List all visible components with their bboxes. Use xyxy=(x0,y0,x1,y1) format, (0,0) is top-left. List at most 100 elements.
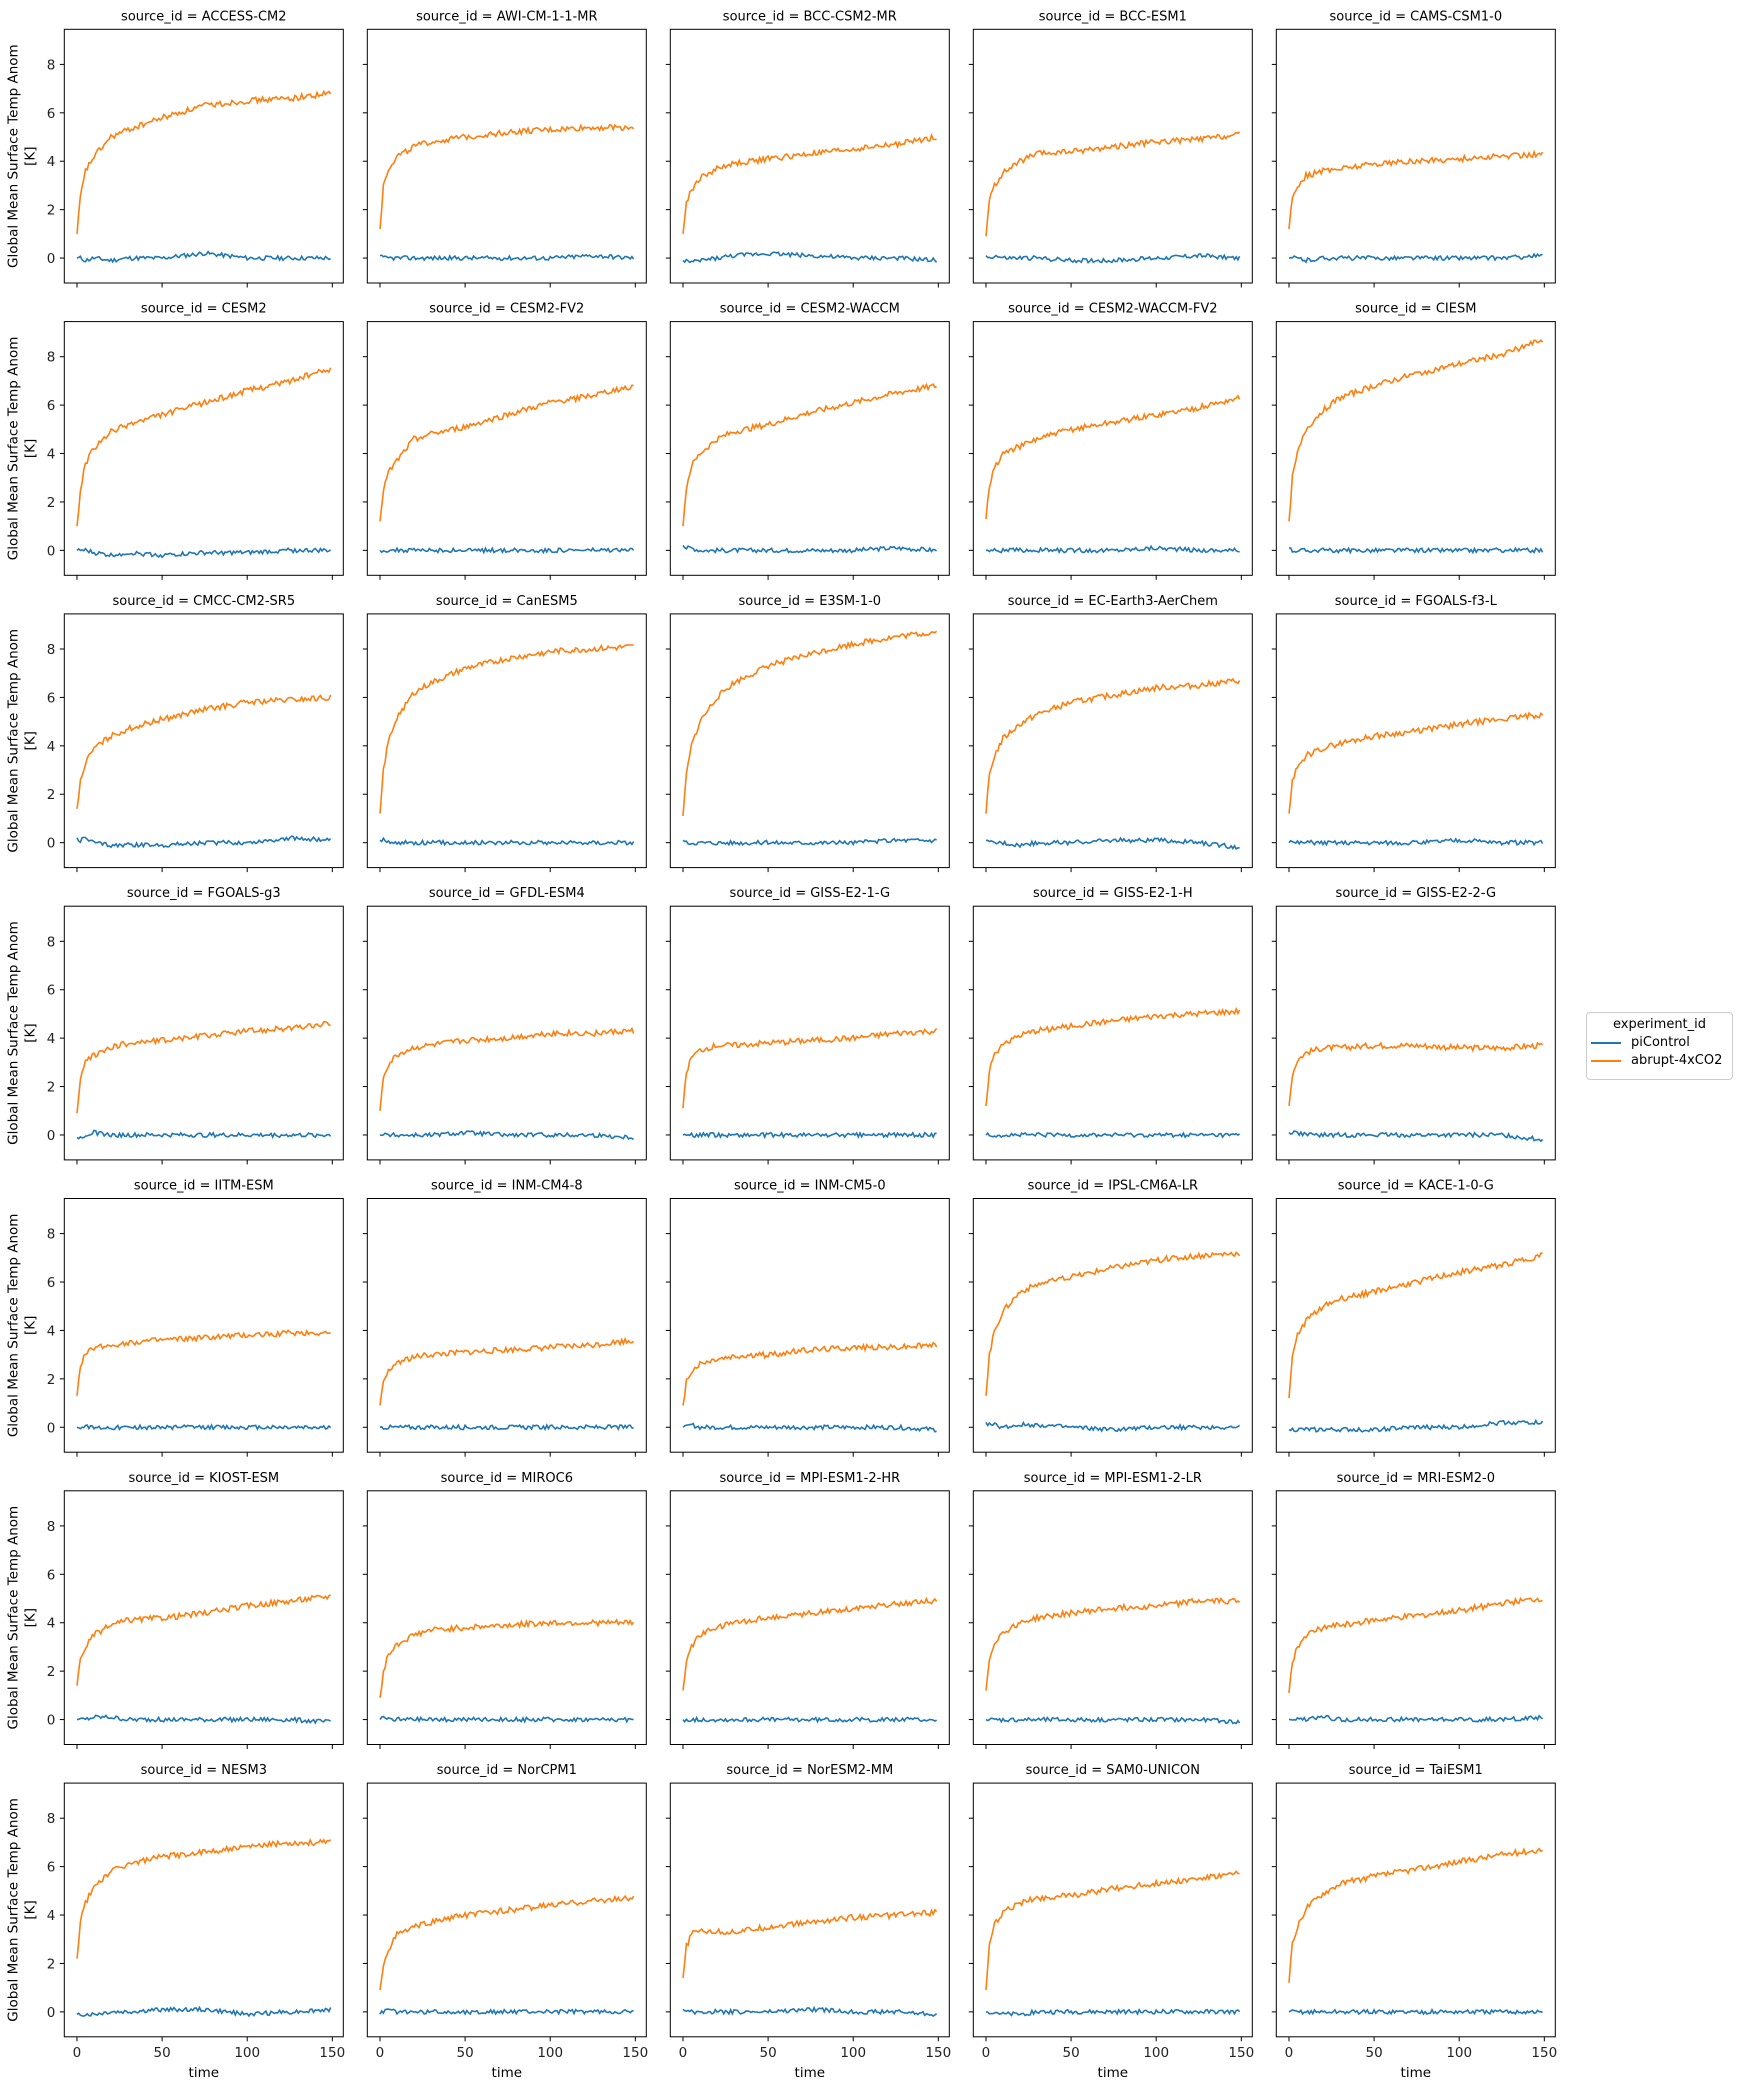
legend-item-picontrol: piControl xyxy=(1591,1035,1732,1050)
series-line-picontrol xyxy=(379,836,635,847)
panel-title: source_id = BCC-ESM1 xyxy=(1039,9,1187,24)
axes-frame xyxy=(972,1490,1253,1746)
series-line-abrupt-4xco2 xyxy=(379,1618,635,1698)
series-line-picontrol xyxy=(76,1423,332,1431)
panel-nesm3: source_id = NESM3 0 50 100 150 0 2 4 6 8 Global Me… xyxy=(5,1763,345,2081)
y-tick-label: 2 xyxy=(47,495,56,511)
series-line-abrupt-4xco2 xyxy=(1288,1596,1543,1693)
x-tick-label: 150 xyxy=(1531,2045,1557,2061)
y-tick-label: 8 xyxy=(47,1519,56,1535)
panel-title: source_id = GISS-E2-1-G xyxy=(730,886,890,901)
series-line-abrupt-4xco2 xyxy=(985,1596,1241,1691)
axes-frame xyxy=(972,321,1253,576)
y-tick-label: 6 xyxy=(47,690,56,706)
series-line-abrupt-4xco2 xyxy=(985,1251,1241,1396)
x-tick-label: 50 xyxy=(1366,2045,1383,2061)
panel-inm-cm4-8: source_id = INM-CM4-8 xyxy=(362,1179,647,1457)
panel-awi-cm-1-1-mr: source_id = AWI-CM-1-1-MR xyxy=(362,9,647,288)
y-axis-label-line: [K] xyxy=(22,1900,38,1919)
panel-inm-cm5-0: source_id = INM-CM5-0 xyxy=(665,1179,950,1457)
series-line-picontrol xyxy=(379,1130,635,1141)
series-line-abrupt-4xco2 xyxy=(1288,1252,1543,1399)
panel-title: source_id = CAMS-CSM1-0 xyxy=(1329,9,1502,24)
panel-taiesm1: source_id = TaiESM1 0 50 100 150 time xyxy=(1271,1763,1557,2081)
y-tick-label: 4 xyxy=(47,1323,56,1339)
y-tick-label: 0 xyxy=(47,1420,56,1436)
legend-item-abrupt-4xco2: abrupt-4xCO2 xyxy=(1591,1053,1732,1068)
legend-label-picontrol: piControl xyxy=(1631,1035,1690,1050)
axes-frame xyxy=(669,28,950,284)
x-tick-label: 150 xyxy=(925,2045,951,2061)
panel-title: source_id = CIESM xyxy=(1355,302,1476,317)
panel-fgoals-g3: source_id = FGOALS-g3 0 2 4 6 8 Global Mean Su… xyxy=(5,886,344,1165)
series-line-abrupt-4xco2 xyxy=(379,1336,635,1406)
panel-mpi-esm1-2-lr: source_id = MPI-ESM1-2-LR xyxy=(968,1471,1253,1749)
y-tick-label: 0 xyxy=(47,836,56,852)
y-tick-label: 2 xyxy=(47,1372,56,1388)
y-axis-label-line: [K] xyxy=(22,1316,38,1335)
x-axis-label: time xyxy=(1098,2065,1129,2081)
series-line-picontrol xyxy=(985,2007,1241,2017)
x-tick-label: 50 xyxy=(154,2045,171,2061)
series-line-picontrol xyxy=(379,1423,634,1432)
panel-title: source_id = CanESM5 xyxy=(436,594,578,609)
series-line-abrupt-4xco2 xyxy=(682,1596,938,1691)
y-tick-label: 8 xyxy=(47,934,56,950)
y-axis-label-line: Global Mean Surface Temp Anom xyxy=(5,629,21,853)
y-tick-label: 4 xyxy=(47,1031,56,1047)
series-line-picontrol xyxy=(682,1715,938,1724)
series-line-abrupt-4xco2 xyxy=(76,1594,332,1686)
axes-frame xyxy=(366,905,647,1161)
axes-frame xyxy=(366,613,647,869)
panel-title: source_id = GISS-E2-2-G xyxy=(1336,886,1496,901)
axes-frame xyxy=(63,1782,344,2038)
x-tick-label: 100 xyxy=(537,2045,563,2061)
axes-frame xyxy=(972,1198,1253,1453)
x-tick-label: 100 xyxy=(234,2045,260,2061)
series-line-abrupt-4xco2 xyxy=(682,1027,938,1109)
panel-title: source_id = IPSL-CM6A-LR xyxy=(1028,1179,1198,1194)
axes-frame xyxy=(1275,28,1556,284)
panel-cesm2-waccm: source_id = CESM2-WACCM xyxy=(665,302,950,580)
series-line-abrupt-4xco2 xyxy=(379,643,634,814)
y-tick-label: 6 xyxy=(47,983,56,999)
axes-frame xyxy=(1275,1490,1556,1746)
x-tick-label: 50 xyxy=(1063,2045,1080,2061)
x-tick-label: 150 xyxy=(319,2045,345,2061)
series-line-abrupt-4xco2 xyxy=(985,1870,1240,1991)
y-tick-label: 0 xyxy=(47,251,56,267)
series-line-picontrol xyxy=(682,544,938,554)
y-axis-label: Global Mean Surface Temp Anom[K] xyxy=(5,1214,38,1438)
y-axis-label-line: [K] xyxy=(22,1608,38,1627)
axes-frame xyxy=(366,321,647,576)
series-line-picontrol xyxy=(1289,1714,1544,1723)
y-tick-label: 4 xyxy=(47,1908,56,1924)
panel-cesm2-waccm-fv2: source_id = CESM2-WACCM-FV2 xyxy=(968,302,1253,580)
y-axis-label: Global Mean Surface Temp Anom[K] xyxy=(5,44,38,268)
y-tick-label: 6 xyxy=(47,1567,56,1583)
axes-frame xyxy=(972,613,1253,869)
axes-frame xyxy=(1275,1782,1556,2038)
y-axis-label: Global Mean Surface Temp Anom[K] xyxy=(5,337,38,561)
panel-title: source_id = GFDL-ESM4 xyxy=(429,886,585,901)
panel-title: source_id = INM-CM4-8 xyxy=(431,1179,583,1194)
y-axis-label-line: [K] xyxy=(22,731,38,750)
panel-title: source_id = CESM2-WACCM xyxy=(720,302,900,317)
axes-frame xyxy=(972,905,1253,1161)
panel-miroc6: source_id = MIROC6 xyxy=(362,1471,647,1749)
series-line-picontrol xyxy=(1288,2007,1543,2016)
panel-title: source_id = GISS-E2-1-H xyxy=(1033,886,1193,901)
panel-canesm5: source_id = CanESM5 xyxy=(362,594,647,873)
series-line-picontrol xyxy=(379,1715,634,1724)
y-tick-label: 8 xyxy=(47,1227,56,1243)
y-axis-label: Global Mean Surface Temp Anom[K] xyxy=(5,1798,38,2022)
panel-title: source_id = CMCC-CM2-SR5 xyxy=(112,594,295,609)
panel-gfdl-esm4: source_id = GFDL-ESM4 xyxy=(362,886,647,1165)
panel-noresm2-mm: source_id = NorESM2-MM 0 50 100 150 time xyxy=(665,1763,951,2081)
panel-cmcc-cm2-sr5: source_id = CMCC-CM2-SR5 0 2 4 6 8 Global Mean… xyxy=(5,594,344,873)
axes-frame xyxy=(669,905,950,1161)
axes-frame xyxy=(366,1490,647,1746)
y-tick-label: 2 xyxy=(47,1080,56,1096)
series-line-abrupt-4xco2 xyxy=(682,1341,938,1406)
